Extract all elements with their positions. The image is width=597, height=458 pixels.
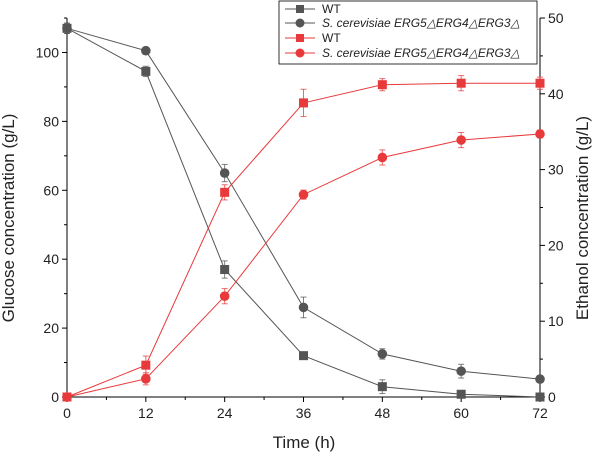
series-0-point: [377, 382, 387, 392]
series-0: [62, 22, 545, 402]
y-axis-right-title: Ethanol concentration (g/L): [573, 116, 592, 320]
y-right-tick-label: 20: [548, 237, 564, 253]
y-right-tick-label: 0: [548, 389, 556, 405]
y-left-tick-label: 60: [43, 182, 59, 198]
series-1-point: [298, 302, 309, 313]
series-3-point: [456, 135, 466, 145]
series-1-point: [219, 168, 230, 178]
y-left-tick-label: 0: [51, 389, 59, 405]
y-right-tick-label: 50: [548, 10, 564, 26]
series-3: [62, 129, 545, 402]
x-axis-title: Time (h): [273, 433, 336, 452]
legend-label-mutant-glucose: S. cerevisiae ERG5△ERG4△ERG3△: [322, 16, 520, 30]
y-right-tick-label: 30: [548, 162, 564, 178]
series-0-point: [220, 265, 230, 275]
series-2-line: [66, 82, 540, 398]
series-2-point: [299, 98, 308, 108]
series-1-line: [66, 27, 541, 380]
y-left-tick-label: 40: [43, 251, 59, 267]
y-left-tick-label: 80: [43, 113, 59, 129]
y-right-tick-label: 10: [548, 313, 564, 329]
y-left-tick-label: 100: [36, 44, 60, 60]
series-1-point: [456, 366, 466, 376]
series-1: [62, 22, 545, 384]
legend: WT S. cerevisiae ERG5△ERG4△ERG3△ WT S. c…: [278, 0, 538, 65]
legend-label-mutant-ethanol: S. cerevisiae ERG5△ERG4△ERG3△: [322, 46, 520, 60]
series-3-point: [219, 291, 230, 301]
x-tick-label: 36: [296, 405, 312, 421]
series-layer: [62, 22, 545, 402]
series-1-point: [535, 374, 545, 384]
series-3-point: [141, 374, 151, 384]
x-tick-label: 60: [453, 405, 469, 421]
y-right-tick-label: 40: [548, 86, 564, 102]
series-1-point: [377, 349, 388, 359]
series-1-point: [62, 23, 72, 34]
x-tick-label: 0: [63, 405, 71, 421]
series-0-point: [141, 66, 151, 76]
series-3-point: [62, 392, 72, 402]
x-tick-label: 48: [375, 405, 391, 421]
x-tick-label: 12: [138, 405, 154, 421]
legend-label-wt-ethanol: WT: [322, 31, 341, 45]
legend-label-wt-glucose: WT: [322, 2, 341, 16]
series-0-point: [535, 392, 545, 402]
legend-marker-mutant-glucose: [295, 18, 305, 28]
series-2-point: [377, 80, 387, 90]
series-1-point: [141, 45, 151, 56]
axes: [62, 17, 545, 402]
series-3-point: [298, 189, 309, 200]
series-2-point: [220, 187, 230, 197]
series-0-point: [299, 351, 308, 361]
series-2-point: [456, 78, 466, 88]
x-tick-label: 72: [532, 405, 548, 421]
series-0-point: [456, 389, 466, 399]
legend-marker-mutant-ethanol: [295, 48, 305, 58]
x-tick-label: 24: [217, 405, 233, 421]
legend-marker-wt-ethanol: [296, 34, 304, 42]
series-2-point: [141, 360, 151, 370]
legend-box: [278, 0, 538, 65]
series-3-point: [535, 129, 545, 139]
series-3-point: [377, 152, 388, 163]
y-left-tick-label: 20: [43, 320, 59, 336]
legend-marker-wt-glucose: [296, 5, 304, 13]
y-axis-left-title: Glucose concentration (g/L): [0, 114, 18, 323]
series-2-point: [535, 78, 545, 88]
